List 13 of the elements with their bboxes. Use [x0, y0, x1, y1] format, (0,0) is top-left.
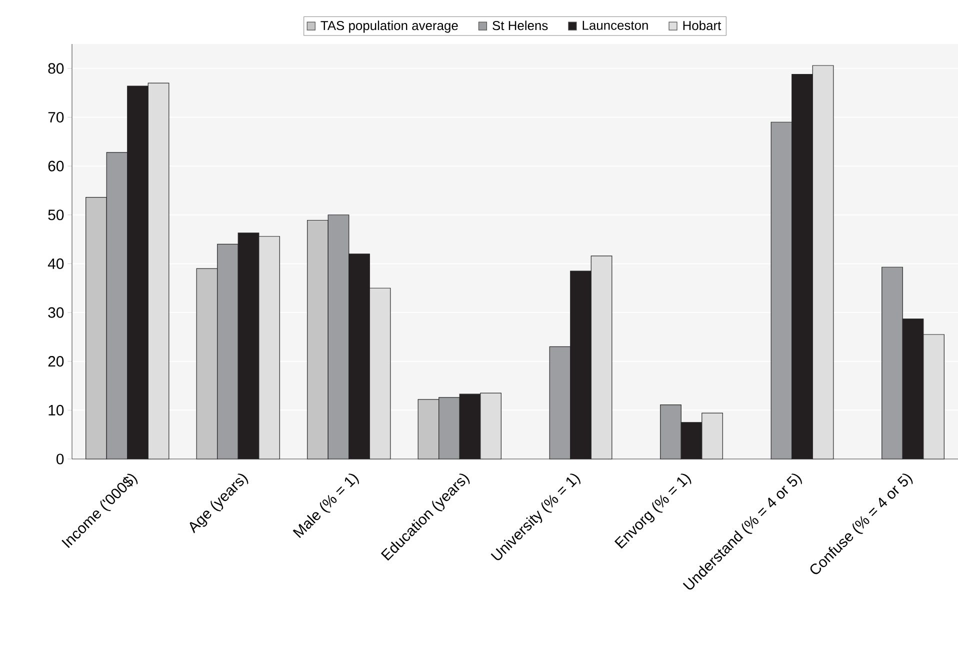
y-tick-label: 70 [48, 112, 64, 123]
y-tick-label: 40 [48, 258, 64, 269]
legend-label: TAS population average [320, 20, 458, 33]
y-tick-label: 20 [48, 356, 64, 367]
y-tick-label: 30 [48, 307, 64, 318]
legend-label: Launceston [582, 20, 648, 30]
legend-label: Hobart [683, 20, 722, 30]
y-tick-label: 80 [48, 63, 64, 74]
y-tick-label: 0 [56, 454, 64, 464]
y-tick-label: 60 [48, 160, 64, 172]
legend-label: St Helens [492, 20, 548, 30]
y-tick-label: 50 [48, 210, 64, 220]
y-tick-label: 10 [48, 404, 64, 416]
